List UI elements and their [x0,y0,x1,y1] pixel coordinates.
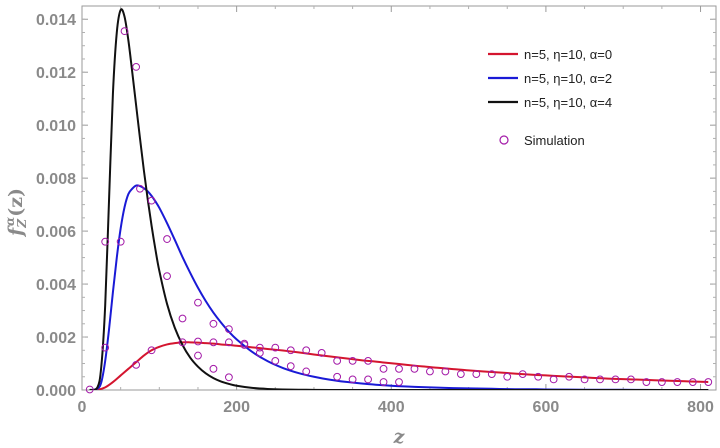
y-tick-label: 0.006 [36,224,76,241]
simulation-markers [85,27,713,394]
simulation-point [333,372,342,381]
simulation-point [255,343,264,352]
legend: n=5, η=10, α=0 n=5, η=10, α=2 n=5, η=10, α… [488,47,612,148]
simulation-point [163,235,171,243]
y-tick-label: 0.004 [36,277,76,294]
series-line-2 [89,8,709,390]
y-axis-label: fZα(z) [3,188,29,238]
y-tick-label: 0.002 [36,330,76,347]
simulation-point [178,338,187,347]
simulation-point [348,375,357,384]
legend-marker-simulation [499,135,509,145]
simulation-point [271,343,280,352]
x-tick-label: 200 [223,399,250,416]
simulation-point [116,237,125,246]
simulation-point [379,364,388,373]
simulation-point [147,346,156,355]
simulation-point [225,373,233,382]
series-layer [89,8,709,390]
y-tick-label: 0.012 [36,65,76,82]
simulation-point [441,367,450,376]
simulation-point [286,346,295,355]
simulation-point [456,370,465,379]
simulation-point [302,367,311,376]
x-tick-label: 800 [687,399,714,416]
y-tick-label: 0.014 [36,12,76,29]
simulation-point [240,339,249,348]
simulation-point [348,356,357,365]
simulation-point [194,298,202,307]
y-axis-label-arg: (z) [5,188,27,217]
simulation-point [163,272,171,281]
x-tick-label: 0 [78,399,87,416]
legend-label-0: n=5, η=10, α=0 [524,47,612,62]
simulation-point [704,378,713,386]
simulation-point [688,378,697,386]
simulation-point [549,375,558,384]
simulation-point [379,378,388,386]
simulation-point [302,346,311,355]
simulation-point [178,314,187,323]
simulation-point [194,337,202,346]
series-line-1 [89,184,709,390]
simulation-point [627,375,635,384]
simulation-point [580,375,589,384]
legend-label-3: Simulation [524,133,585,148]
simulation-point [271,356,280,365]
simulation-point [132,360,141,369]
simulation-point [225,325,233,333]
x-axis: 0 200 400 600 800 [78,6,714,416]
simulation-point [487,370,496,379]
x-tick-label: 400 [378,399,405,416]
simulation-point [317,349,326,357]
simulation-point [209,319,218,328]
y-tick-label: 0.008 [36,171,76,188]
simulation-point [565,372,573,381]
legend-label-2: n=5, η=10, α=4 [524,95,612,110]
simulation-point [120,27,129,36]
y-tick-label: 0.000 [36,383,76,400]
simulation-point [209,338,218,347]
simulation-point [132,63,141,71]
simulation-point [364,356,372,365]
simulation-point [101,343,110,352]
y-axis-label-sup: α [3,217,17,226]
simulation-point [194,351,202,360]
y-axis-label-sub: Z [15,218,29,229]
simulation-point [410,364,419,373]
simulation-point [657,378,666,386]
simulation-point [333,356,342,365]
simulation-point [395,378,403,386]
y-tick-label: 0.010 [36,118,76,135]
simulation-point [518,370,527,379]
simulation-point [147,196,156,205]
simulation-point [286,362,295,371]
simulation-point [503,372,512,381]
simulation-point [596,375,604,384]
x-tick-label: 600 [533,399,560,416]
simulation-point [673,378,682,386]
x-axis-label: z [393,426,406,448]
y-axis: 0.000 0.002 0.004 0.006 0.008 0.010 0.012 0.014 [36,12,716,400]
legend-label-1: n=5, η=10, α=2 [524,71,612,86]
simulation-point [364,375,372,384]
simulation-point [225,338,233,347]
simulation-point [255,349,264,357]
simulation-point [209,364,218,373]
simulation-point [472,370,481,379]
simulation-point [426,367,434,376]
y-axis-label-base: f [5,225,27,238]
simulation-point [611,375,620,384]
simulation-point [85,385,94,394]
simulation-point [395,364,403,373]
simulation-point [534,372,543,381]
simulation-point [642,378,651,386]
simulation-point [136,184,144,193]
simulation-point [101,237,110,246]
